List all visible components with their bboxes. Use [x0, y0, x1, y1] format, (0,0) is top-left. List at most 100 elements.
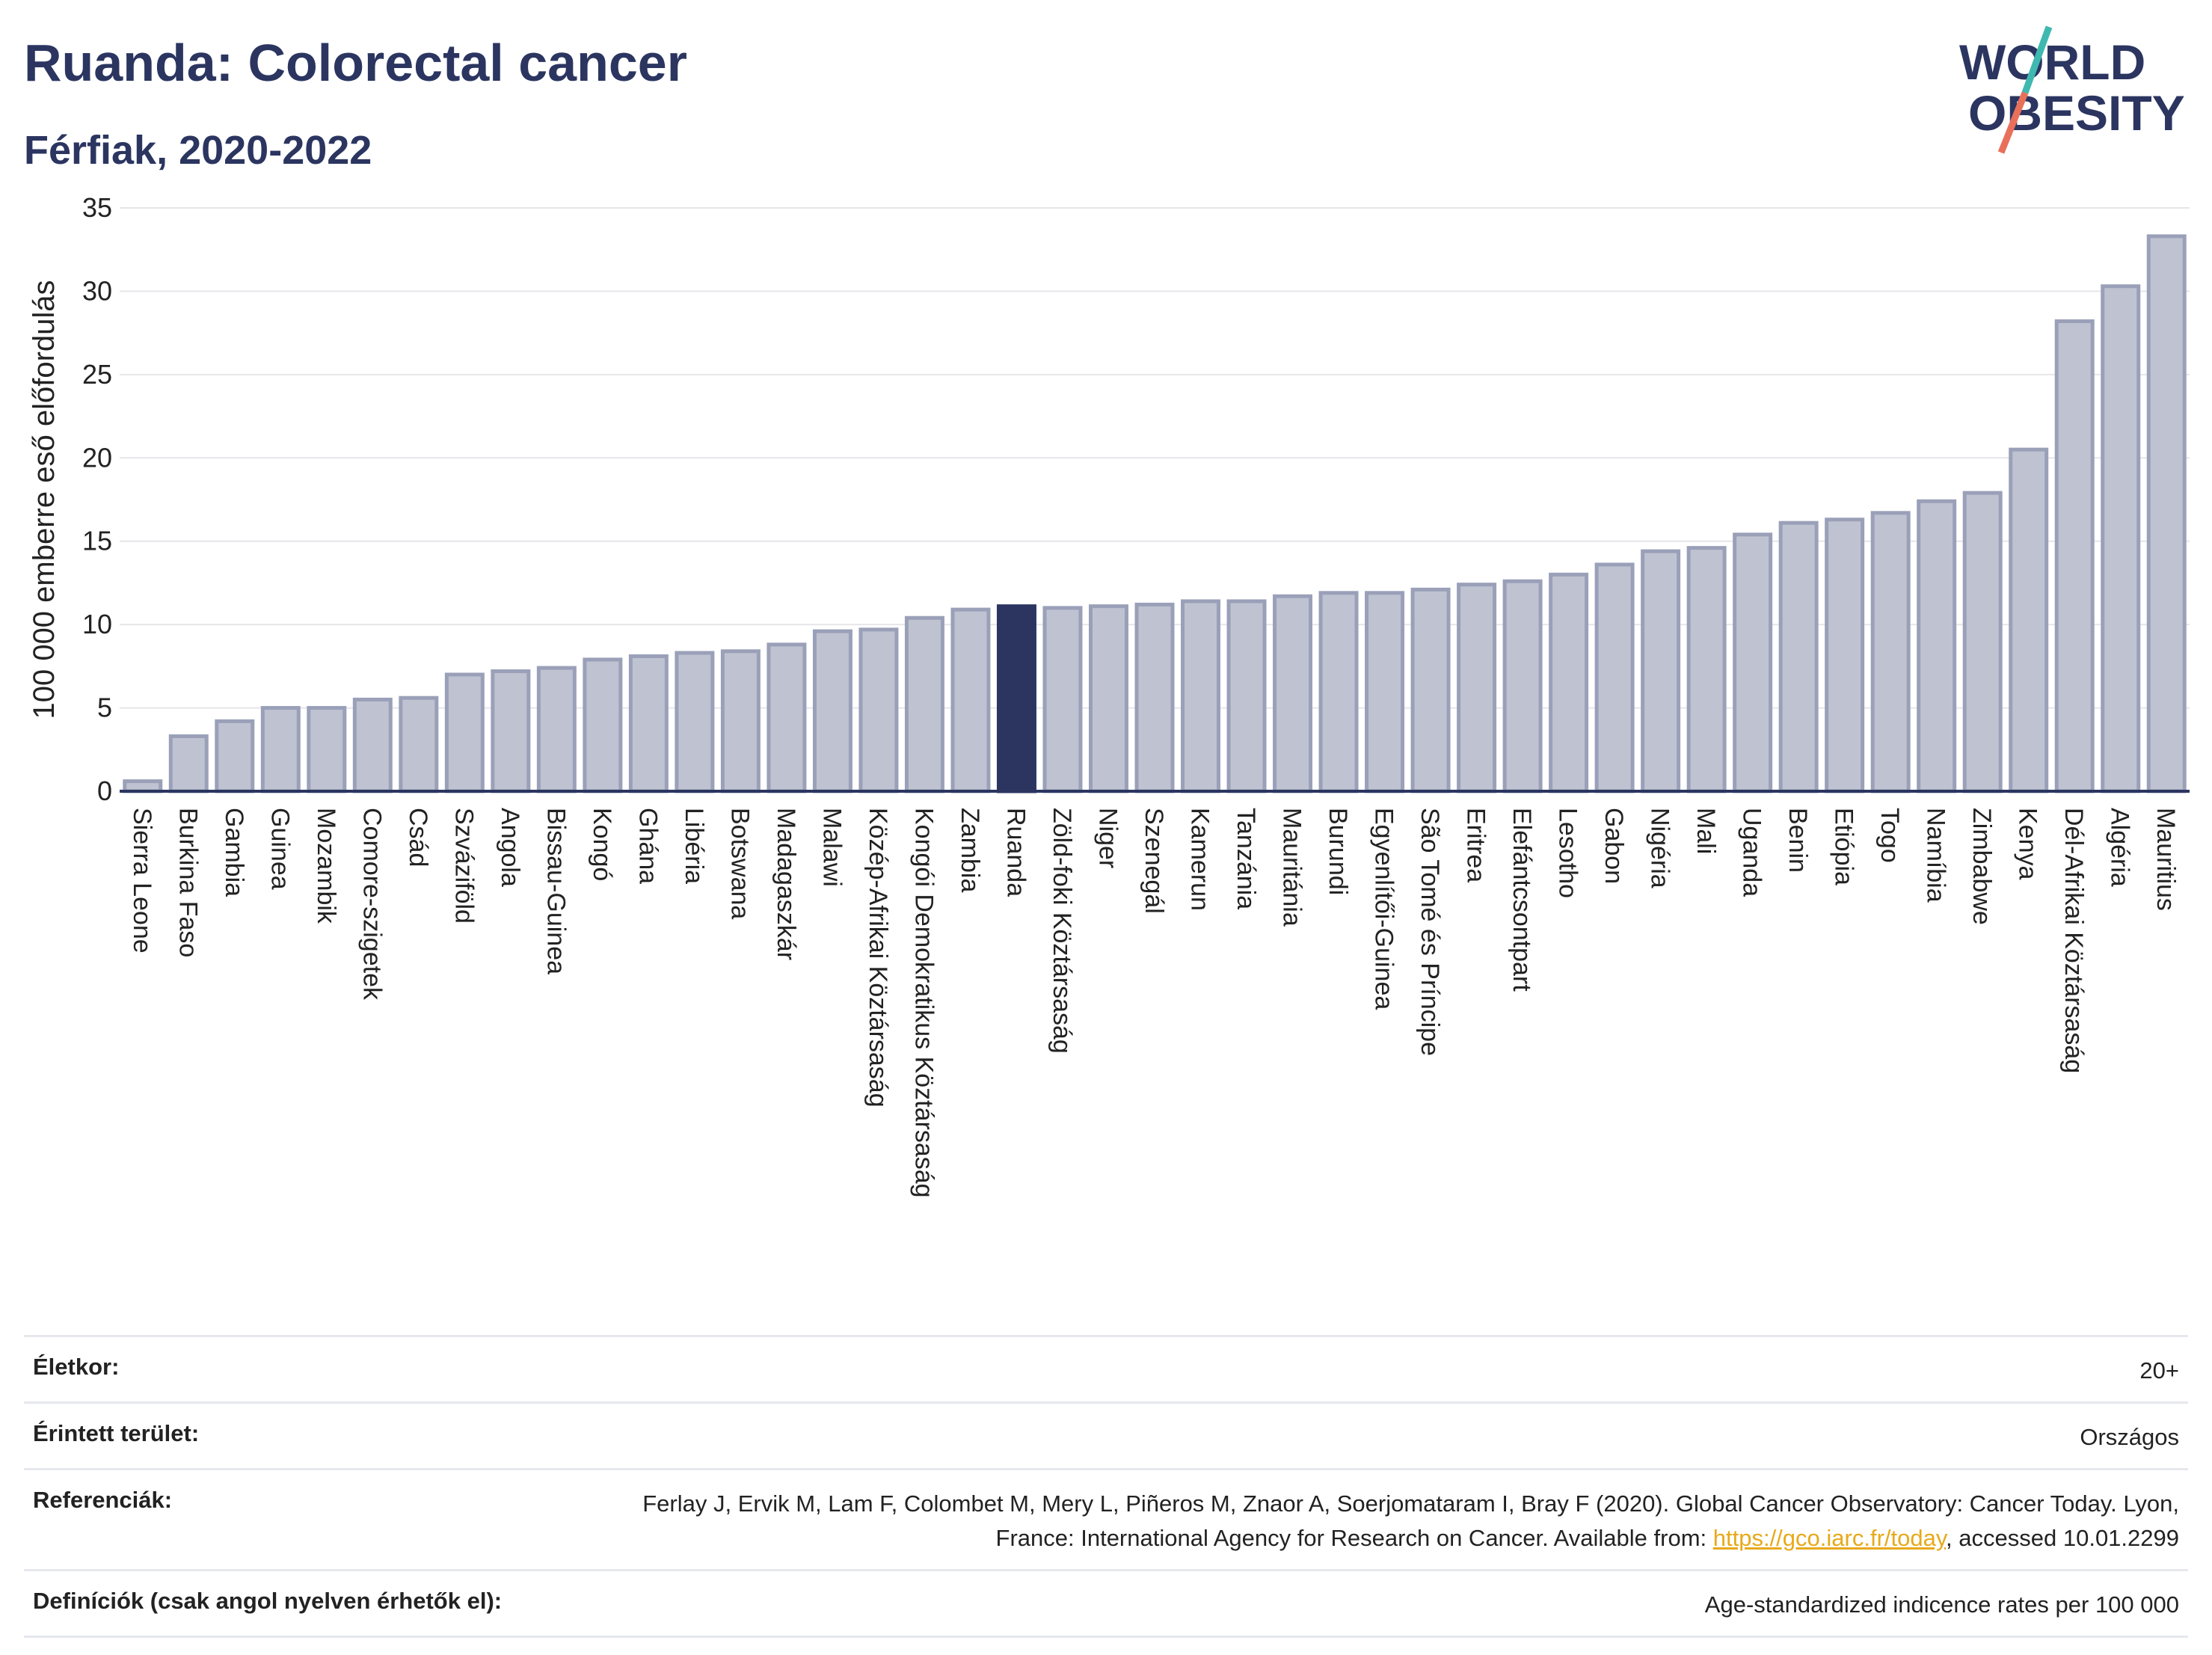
x-category-label: Mauritius — [2151, 808, 2180, 911]
bar — [1134, 602, 1175, 793]
bar — [1273, 594, 1313, 793]
x-category-label: Mozambik — [312, 808, 340, 924]
chart-title: Ruanda: Colorectal cancer — [24, 34, 687, 92]
x-category-label: Eritrea — [1462, 808, 1490, 882]
y-tick-label: 30 — [82, 275, 112, 306]
info-value-definitions: Age-standardized indicence rates per 100… — [1704, 1591, 2179, 1618]
bar — [1917, 499, 1957, 793]
x-category-label: Dél-Afrikai Köztársaság — [2059, 808, 2088, 1073]
bar — [1088, 604, 1128, 793]
bar — [1733, 532, 1773, 793]
bar — [1365, 591, 1405, 793]
bar — [2101, 284, 2141, 793]
logo-slash-coral — [1997, 91, 2029, 154]
info-table: Életkor: 20+ Érintett terület: Országos … — [24, 1335, 2188, 1638]
y-tick-label: 5 — [97, 693, 112, 723]
bar — [123, 779, 163, 793]
bar — [260, 706, 301, 793]
bar — [1870, 511, 1911, 793]
y-tick-label: 20 — [82, 442, 112, 473]
info-value-references: Ferlay J, Ervik M, Lam F, Colombet M, Me… — [594, 1487, 2179, 1556]
x-category-label: São Tomé és Príncipe — [1416, 808, 1444, 1056]
bar — [307, 706, 347, 793]
bar — [352, 697, 393, 793]
bar — [1778, 521, 1819, 793]
x-category-label: Elefántcsontpart — [1508, 808, 1536, 992]
x-category-label: Lesotho — [1554, 808, 1582, 898]
x-category-label: Nigéria — [1646, 808, 1674, 888]
reference-link[interactable]: https://gco.iarc.fr/today — [1712, 1525, 1947, 1551]
bar — [1686, 546, 1727, 793]
logo-slash-teal — [2021, 25, 2053, 94]
y-axis-ticks: 0 5 10 15 20 25 30 35 — [82, 192, 112, 806]
info-row-area: Érintett terület: Országos — [24, 1401, 2188, 1468]
info-value-age: 20+ — [2139, 1357, 2179, 1384]
x-category-label: Zöld-foki Köztársaság — [1048, 808, 1076, 1054]
x-category-label: Namíbia — [1922, 808, 1950, 903]
x-axis-labels: Sierra Leone Burkina Faso Gambia Guinea Moza… — [128, 808, 2180, 1198]
bar — [766, 642, 807, 793]
y-tick-label: 10 — [82, 609, 112, 639]
reference-accessed: , accessed 10.01.2299 — [1946, 1525, 2179, 1551]
info-key-age: Életkor: — [33, 1354, 120, 1380]
y-tick-label: 25 — [82, 359, 112, 390]
bar — [536, 666, 577, 793]
x-category-label: Mali — [1692, 808, 1720, 854]
x-category-label: Kongói Demokratikus Köztársaság — [909, 808, 938, 1198]
bar — [491, 669, 531, 793]
x-category-label: Közép-Afrikai Köztársaság — [864, 808, 892, 1108]
x-category-label: Mauritánia — [1278, 808, 1306, 927]
logo-word-obesity: OBESITY — [1968, 85, 2185, 141]
bar — [168, 734, 209, 793]
x-category-label: Kenya — [2014, 808, 2042, 879]
bar — [583, 657, 623, 793]
logo-graphic: WORLD OBESITY — [1959, 25, 2185, 154]
bar — [812, 629, 852, 793]
x-category-label: Comore-szigetek — [357, 808, 386, 1001]
x-category-label: Csád — [404, 808, 432, 867]
y-axis-title: 100 000 emberre eső előfordulás — [28, 280, 61, 719]
logo-word-world: WORLD — [1959, 34, 2145, 90]
x-category-label: Benin — [1784, 808, 1812, 873]
info-row-age: Életkor: 20+ — [24, 1335, 2188, 1401]
bar-highlighted — [996, 604, 1036, 793]
bar — [1641, 549, 1681, 793]
bar — [1962, 491, 2003, 793]
info-key-area: Érintett terület: — [33, 1420, 200, 1446]
bar — [720, 649, 761, 793]
x-category-label: Niger — [1093, 808, 1122, 868]
bar — [950, 607, 991, 793]
bar — [444, 672, 485, 793]
x-category-label: Etiópia — [1830, 808, 1858, 885]
bar — [2146, 234, 2187, 793]
bar-chart: 0 5 10 15 20 25 30 35 Sierra Leone Burkina Faso G… — [28, 192, 2190, 1198]
x-category-label: Gabon — [1600, 808, 1628, 884]
reference-text: Ferlay J, Ervik M, Lam F, Colombet M, Me… — [642, 1490, 2179, 1551]
bar — [399, 696, 439, 793]
x-category-label: Botswana — [725, 808, 754, 919]
bar — [1410, 587, 1451, 793]
info-key-references: Referenciák: — [33, 1487, 173, 1513]
bar — [2009, 447, 2049, 793]
x-category-label: Uganda — [1738, 808, 1766, 897]
bar — [904, 615, 944, 793]
bar — [1318, 591, 1359, 793]
bar — [1042, 606, 1083, 793]
chart-subtitle: Férfiak, 2020-2022 — [24, 128, 372, 173]
bar — [628, 654, 669, 793]
bar — [1502, 579, 1543, 793]
y-tick-label: 0 — [97, 776, 112, 806]
x-category-label: Burundi — [1324, 808, 1352, 895]
info-key-definitions: Definíciók (csak angol nyelven érhetők e… — [33, 1588, 503, 1614]
info-row-definitions: Definíciók (csak angol nyelven érhetők e… — [24, 1569, 2188, 1638]
x-category-label: Malawi — [817, 808, 846, 887]
y-tick-label: 35 — [82, 192, 112, 223]
bar — [1594, 562, 1635, 793]
x-category-label: Ghána — [633, 808, 662, 884]
bar — [1825, 518, 1865, 793]
world-obesity-logo: WORLD OBESITY — [1944, 18, 2199, 160]
x-category-label: Zambia — [956, 808, 984, 892]
bar — [1549, 572, 1589, 793]
bar — [2054, 319, 2095, 793]
bar — [1181, 599, 1221, 793]
